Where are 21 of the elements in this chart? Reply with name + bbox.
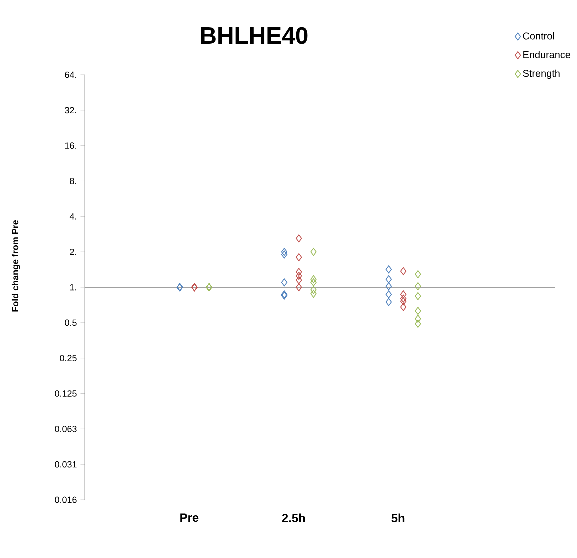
y-tick-label: 32.: [65, 107, 76, 114]
y-tick-label: 0.5: [65, 320, 77, 326]
y-tick-label: 16.: [65, 142, 76, 150]
y-tick-label: 1.: [70, 284, 76, 291]
x-tick-label: 2.5h: [282, 514, 306, 523]
y-tick-label: 0.125: [55, 390, 77, 397]
y-axis-title: Fold change from Pre: [12, 220, 20, 312]
x-tick-label: Pre: [180, 514, 199, 522]
y-tick-label: 2.: [70, 248, 76, 256]
chart-title: BHLHE40: [201, 27, 308, 44]
legend-label: Strength: [523, 70, 560, 80]
y-tick-label: 0.25: [60, 355, 77, 362]
y-tick-label: 0.063: [55, 426, 77, 432]
y-tick-label: 8.: [70, 178, 76, 184]
y-tick-label: 0.016: [55, 496, 77, 504]
y-tick-label: 0.031: [55, 461, 77, 468]
y-tick-label: 64.: [65, 72, 76, 78]
legend-label: Control: [523, 32, 554, 40]
x-tick-label: 5h: [392, 514, 405, 523]
y-tick-label: 4.: [70, 214, 76, 220]
legend-label: Endurance: [524, 51, 571, 58]
